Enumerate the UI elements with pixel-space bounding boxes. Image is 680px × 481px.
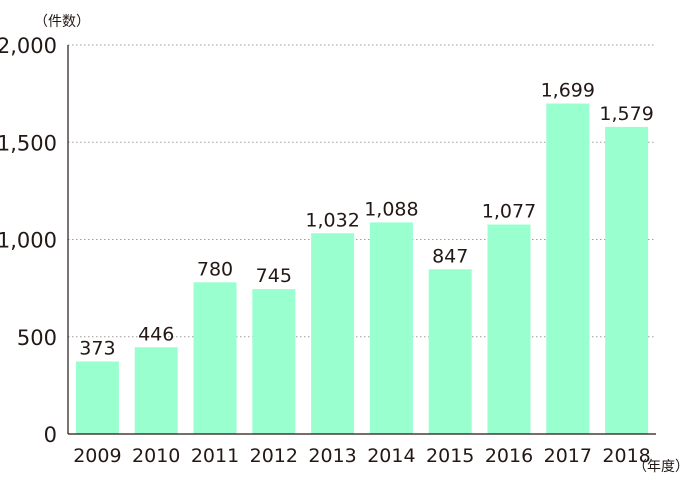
bar-2016	[487, 224, 531, 434]
y-tick-label: 0	[44, 423, 57, 447]
data-label-2014: 1,088	[364, 198, 418, 220]
bar-2009	[75, 361, 119, 434]
bar-2013	[311, 233, 355, 434]
x-tick-label-2011: 2011	[191, 445, 239, 467]
bar-2014	[369, 222, 413, 434]
x-tick-label-2013: 2013	[308, 445, 356, 467]
x-tick-label-2017: 2017	[544, 445, 592, 467]
data-label-2009: 373	[79, 337, 115, 359]
y-tick-label: 500	[17, 326, 57, 350]
y-tick-label: 1,000	[0, 229, 57, 253]
bar-2018	[605, 126, 649, 435]
data-label-2010: 446	[138, 323, 174, 345]
bar-2015	[428, 269, 472, 434]
bar-2012	[252, 289, 296, 434]
data-label-2011: 780	[197, 258, 233, 280]
x-tick-label-2016: 2016	[485, 445, 533, 467]
x-tick-label-2012: 2012	[250, 445, 298, 467]
data-label-2015: 847	[432, 245, 468, 267]
data-label-2017: 1,699	[541, 80, 595, 102]
y-tick-label: 2,000	[0, 34, 57, 58]
data-label-2018: 1,579	[599, 103, 653, 125]
bar-2017	[546, 103, 590, 435]
y-tick-label: 1,500	[0, 131, 57, 155]
y-axis-unit-label: （件数）	[34, 14, 90, 30]
bar-2011	[193, 282, 237, 434]
data-label-2013: 1,032	[305, 209, 359, 231]
x-tick-label-2010: 2010	[132, 445, 180, 467]
data-label-2012: 745	[256, 265, 292, 287]
x-axis-unit-label: （年度）	[633, 459, 680, 475]
x-tick-label-2018: 2018	[602, 445, 650, 467]
x-tick-label-2009: 2009	[73, 445, 121, 467]
x-tick-label-2015: 2015	[426, 445, 474, 467]
data-label-2016: 1,077	[482, 201, 536, 223]
x-tick-label-2014: 2014	[367, 445, 415, 467]
bar-2010	[134, 347, 178, 434]
